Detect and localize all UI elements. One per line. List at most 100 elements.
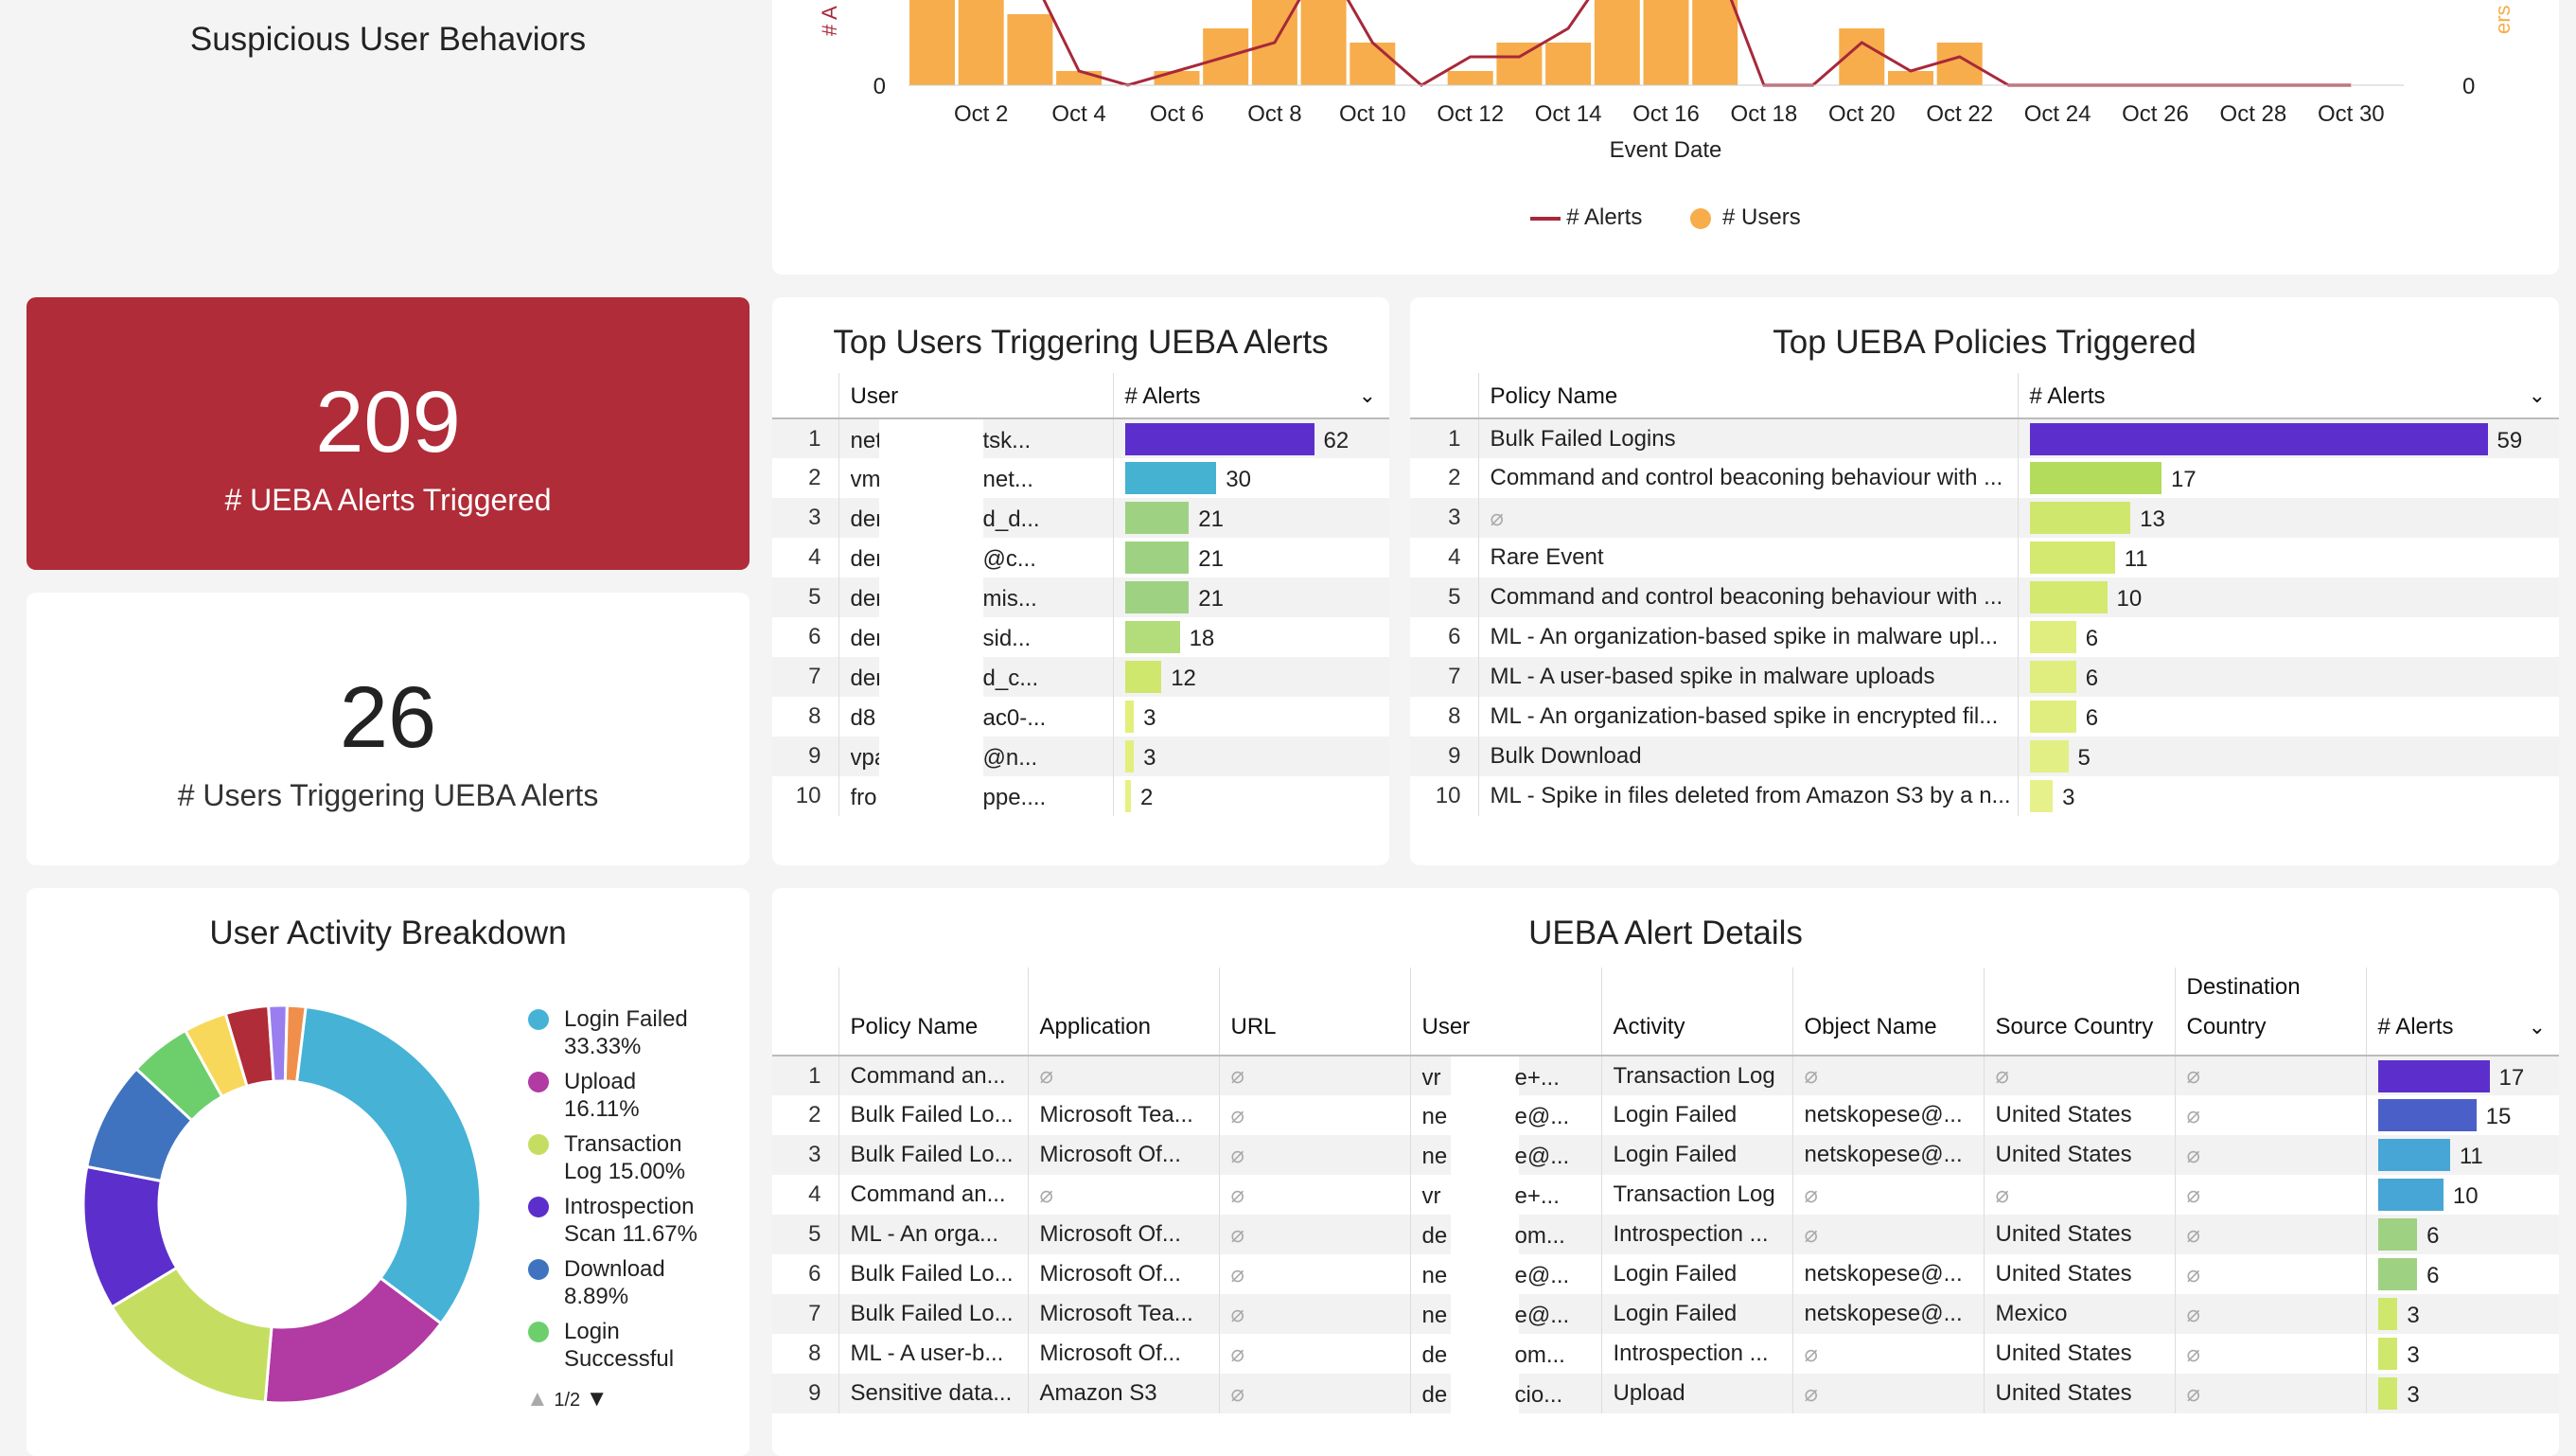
legend-alerts[interactable]: # Alerts (1530, 204, 1642, 230)
pager-down-icon[interactable]: ▼ (585, 1386, 609, 1412)
policy-cell[interactable]: Command an... (838, 1175, 1028, 1215)
policy-alerts-cell[interactable]: 5 (2017, 737, 2559, 776)
legend-users[interactable]: # Users (1690, 204, 1801, 230)
policy-alerts-cell[interactable]: 6 (2017, 697, 2559, 737)
table-row[interactable]: 3 Bulk Failed Lo... Microsoft Of... ⌀ ne e@..… (772, 1135, 2559, 1175)
policy-cell[interactable]: Bulk Failed Lo... (838, 1095, 1028, 1135)
dst-cell[interactable]: ⌀ (2174, 1175, 2366, 1215)
users-bar[interactable] (1545, 43, 1592, 85)
app-cell[interactable]: Microsoft Of... (1027, 1215, 1219, 1254)
users-bar[interactable] (1496, 43, 1543, 85)
policy-alerts-cell[interactable]: 17 (2017, 458, 2559, 498)
legend-item[interactable]: Download 8.89% (528, 1255, 665, 1310)
act-cell[interactable]: Introspection ... (1600, 1334, 1792, 1374)
user-cell[interactable]: der mis... (838, 577, 1113, 617)
alerts-cell[interactable]: 30 (1112, 458, 1389, 498)
table-row[interactable]: 7 Bulk Failed Lo... Microsoft Tea... ⌀ ne e@.… (772, 1294, 2559, 1334)
act-cell[interactable]: Introspection ... (1600, 1215, 1792, 1254)
details-alerts-cell[interactable]: 3 (2365, 1374, 2559, 1413)
app-cell[interactable]: Microsoft Of... (1027, 1334, 1219, 1374)
app-cell[interactable]: Microsoft Of... (1027, 1135, 1219, 1175)
user-cell[interactable]: net tsk... (838, 418, 1113, 458)
users-bar[interactable] (1594, 0, 1640, 85)
src-cell[interactable]: United States (1983, 1135, 2175, 1175)
url-cell[interactable]: ⌀ (1218, 1135, 1410, 1175)
user-cell[interactable]: ne e@... (1409, 1254, 1601, 1294)
user-cell[interactable]: der d_d... (838, 498, 1113, 538)
users-bar[interactable] (1350, 43, 1396, 85)
act-cell[interactable]: Upload (1600, 1374, 1792, 1413)
obj-cell[interactable]: ⌀ (1791, 1334, 1984, 1374)
table-row[interactable]: 5 Command and control beaconing behaviour… (1410, 577, 2559, 617)
alerts-cell[interactable]: 12 (1112, 657, 1389, 697)
src-cell[interactable]: United States (1983, 1374, 2175, 1413)
src-cell[interactable]: ⌀ (1983, 1056, 2175, 1095)
dst-cell[interactable]: ⌀ (2174, 1056, 2366, 1095)
dst-cell[interactable]: ⌀ (2174, 1254, 2366, 1294)
legend-item[interactable]: Upload 16.11% (528, 1068, 640, 1123)
table-row[interactable]: 8 ML - An organization-based spike in enc… (1410, 697, 2559, 737)
users-bar[interactable] (1447, 71, 1493, 85)
col-header-policy-alerts[interactable]: # Alerts ⌄ (2017, 373, 2559, 419)
user-cell[interactable]: ne e@... (1409, 1095, 1601, 1135)
obj-cell[interactable]: ⌀ (1791, 1056, 1984, 1095)
kpi-users-card[interactable]: 26 # Users Triggering UEBA Alerts (26, 593, 750, 865)
donut-chart[interactable] (74, 996, 490, 1412)
details-alerts-cell[interactable]: 10 (2365, 1175, 2559, 1215)
col-header-application[interactable]: Application (1027, 968, 1219, 1056)
details-alerts-cell[interactable]: 11 (2365, 1135, 2559, 1175)
legend-pager[interactable]: ▲ 1/2 ▼ (526, 1386, 609, 1412)
act-cell[interactable]: Transaction Log (1600, 1175, 1792, 1215)
table-row[interactable]: 8 ML - A user-b... Microsoft Of... ⌀ de om...… (772, 1334, 2559, 1374)
table-row[interactable]: 3 der d_d... 21 (772, 498, 1389, 538)
table-row[interactable]: 4 der @c... 21 (772, 538, 1389, 577)
table-row[interactable]: 9 Sensitive data... Amazon S3 ⌀ de cio... Uplo… (772, 1374, 2559, 1413)
app-cell[interactable]: Microsoft Tea... (1027, 1294, 1219, 1334)
policy-name-cell[interactable]: ML - Spike in files deleted from Amazon … (1477, 776, 2018, 816)
user-cell[interactable]: de cio... (1409, 1374, 1601, 1413)
obj-cell[interactable]: ⌀ (1791, 1374, 1984, 1413)
act-cell[interactable]: Transaction Log (1600, 1056, 1792, 1095)
user-cell[interactable]: fro ppe.... (838, 776, 1113, 816)
policy-name-cell[interactable]: Bulk Failed Logins (1477, 418, 2018, 458)
src-cell[interactable]: United States (1983, 1215, 2175, 1254)
table-row[interactable]: 7 ML - A user-based spike in malware uplo… (1410, 657, 2559, 697)
alerts-cell[interactable]: 3 (1112, 737, 1389, 776)
url-cell[interactable]: ⌀ (1218, 1095, 1410, 1135)
user-cell[interactable]: ne e@... (1409, 1294, 1601, 1334)
table-row[interactable]: 9 Bulk Download 5 (1410, 737, 2559, 776)
src-cell[interactable]: United States (1983, 1334, 2175, 1374)
src-cell[interactable]: ⌀ (1983, 1175, 2175, 1215)
policy-cell[interactable]: Command an... (838, 1056, 1028, 1095)
col-header-user[interactable]: User (1409, 968, 1601, 1056)
policy-alerts-cell[interactable]: 11 (2017, 538, 2559, 577)
chart-legend[interactable]: # Alerts # Users (772, 204, 2559, 231)
table-row[interactable]: 2 Command and control beaconing behaviour… (1410, 458, 2559, 498)
policy-cell[interactable]: ML - An orga... (838, 1215, 1028, 1254)
table-row[interactable]: 2 vm net... 30 (772, 458, 1389, 498)
table-row[interactable]: 2 Bulk Failed Lo... Microsoft Tea... ⌀ ne e@.… (772, 1095, 2559, 1135)
alerts-cell[interactable]: 62 (1112, 418, 1389, 458)
policy-name-cell[interactable]: ML - A user-based spike in malware uploa… (1477, 657, 2018, 697)
col-header-activity[interactable]: Activity (1600, 968, 1792, 1056)
obj-cell[interactable]: netskopese@... (1791, 1254, 1984, 1294)
legend-item[interactable]: Introspection Scan 11.67% (528, 1193, 697, 1248)
alerts-cell[interactable]: 3 (1112, 697, 1389, 737)
col-header-user[interactable]: User (838, 373, 1113, 419)
policy-alerts-cell[interactable]: 59 (2017, 418, 2559, 458)
user-cell[interactable]: vr e+... (1409, 1056, 1601, 1095)
url-cell[interactable]: ⌀ (1218, 1334, 1410, 1374)
user-cell[interactable]: d8 ac0-... (838, 697, 1113, 737)
app-cell[interactable]: Microsoft Tea... (1027, 1095, 1219, 1135)
policy-name-cell[interactable]: Bulk Download (1477, 737, 2018, 776)
obj-cell[interactable]: netskopese@... (1791, 1135, 1984, 1175)
users-bar[interactable] (1056, 71, 1103, 85)
act-cell[interactable]: Login Failed (1600, 1095, 1792, 1135)
app-cell[interactable]: Microsoft Of... (1027, 1254, 1219, 1294)
alerts-line[interactable] (932, 0, 2352, 87)
policy-name-cell[interactable]: Command and control beaconing behaviour … (1477, 577, 2018, 617)
col-header-url[interactable]: URL (1218, 968, 1410, 1056)
col-header-source-country[interactable]: Source Country (1983, 968, 2175, 1056)
policy-cell[interactable]: Bulk Failed Lo... (838, 1135, 1028, 1175)
table-row[interactable]: 8 d8 ac0-... 3 (772, 697, 1389, 737)
